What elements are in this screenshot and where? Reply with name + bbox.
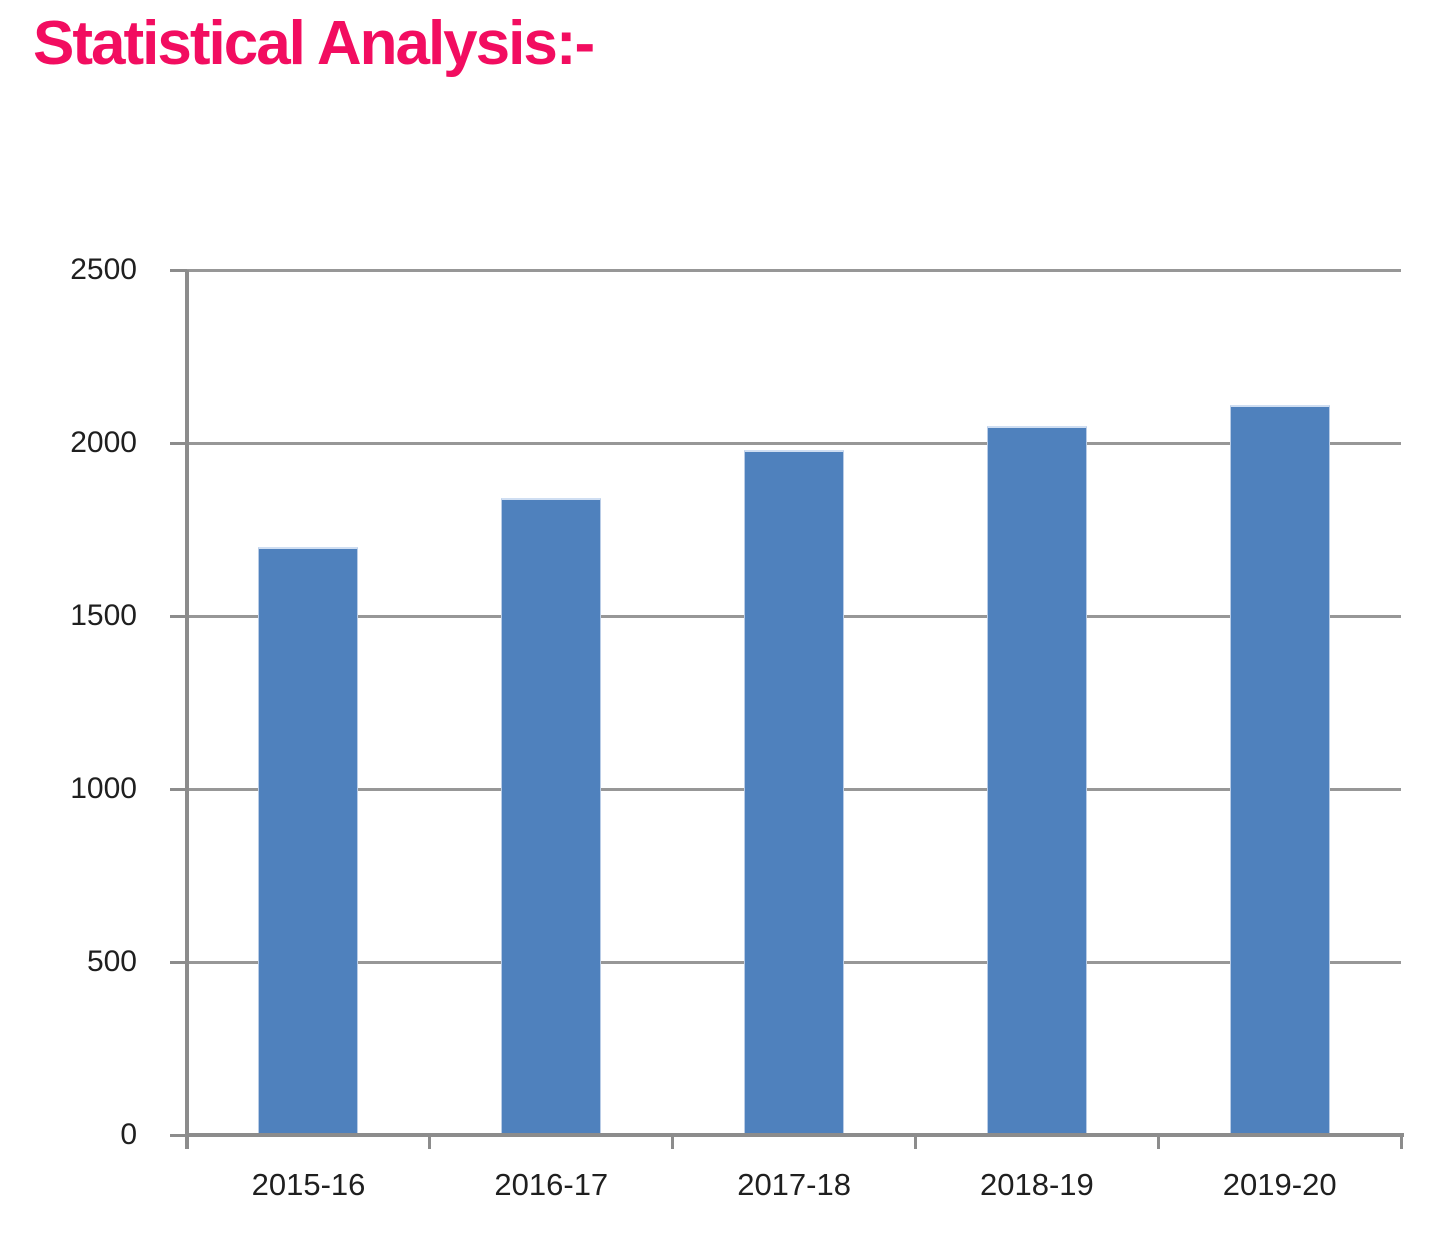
y-tick-label-1000: 1000 [70, 772, 137, 805]
y-tick-label-0: 0 [120, 1118, 137, 1151]
gridline-2000 [187, 441, 1401, 445]
y-tick-label-2500: 2500 [70, 253, 137, 286]
y-axis-tick-0 [170, 1133, 187, 1137]
page-title: Statistical Analysis:- [33, 9, 595, 78]
plot-area: 0 500 1000 1500 2000 2500 2015-16 2016-17 2017-1… [70, 255, 1404, 1202]
y-tick-label-500: 500 [86, 945, 137, 978]
gridline-2500 [187, 268, 1401, 272]
x-tick-label-2015-16: 2015-16 [251, 1167, 366, 1202]
bar-2019-20 [1229, 404, 1330, 1135]
y-tick-label-1500: 1500 [70, 599, 137, 632]
x-axis-line [187, 1133, 1404, 1137]
y-axis-tick-1000 [170, 787, 187, 791]
bar-2017-18 [744, 449, 844, 1135]
y-tick-label-2000: 2000 [70, 426, 137, 459]
x-tick-label-2019-20: 2019-20 [1222, 1167, 1337, 1202]
y-axis-tick-2500 [170, 268, 187, 272]
bar-2015-16 [258, 546, 359, 1135]
x-axis-tick-1 [428, 1135, 432, 1149]
x-axis-tick-4 [1156, 1135, 1160, 1149]
x-tick-label-2018-19: 2018-19 [980, 1167, 1094, 1202]
y-axis-tick-1500 [170, 614, 187, 618]
bar-chart: 0 500 1000 1500 2000 2500 2015-16 2016-17 2017-1… [0, 230, 1450, 1233]
bar-2018-19 [986, 425, 1087, 1135]
x-axis-tick-3 [913, 1135, 917, 1149]
bar-2016-17 [501, 498, 602, 1135]
x-tick-label-2016-17: 2016-17 [494, 1167, 609, 1202]
y-axis-tick-2000 [170, 441, 187, 445]
y-axis-line [185, 270, 189, 1149]
x-tick-label-2017-18: 2017-18 [737, 1167, 851, 1202]
x-axis-tick-2 [671, 1135, 675, 1149]
y-axis-tick-500 [170, 960, 187, 964]
x-axis-tick-5 [1399, 1135, 1403, 1149]
